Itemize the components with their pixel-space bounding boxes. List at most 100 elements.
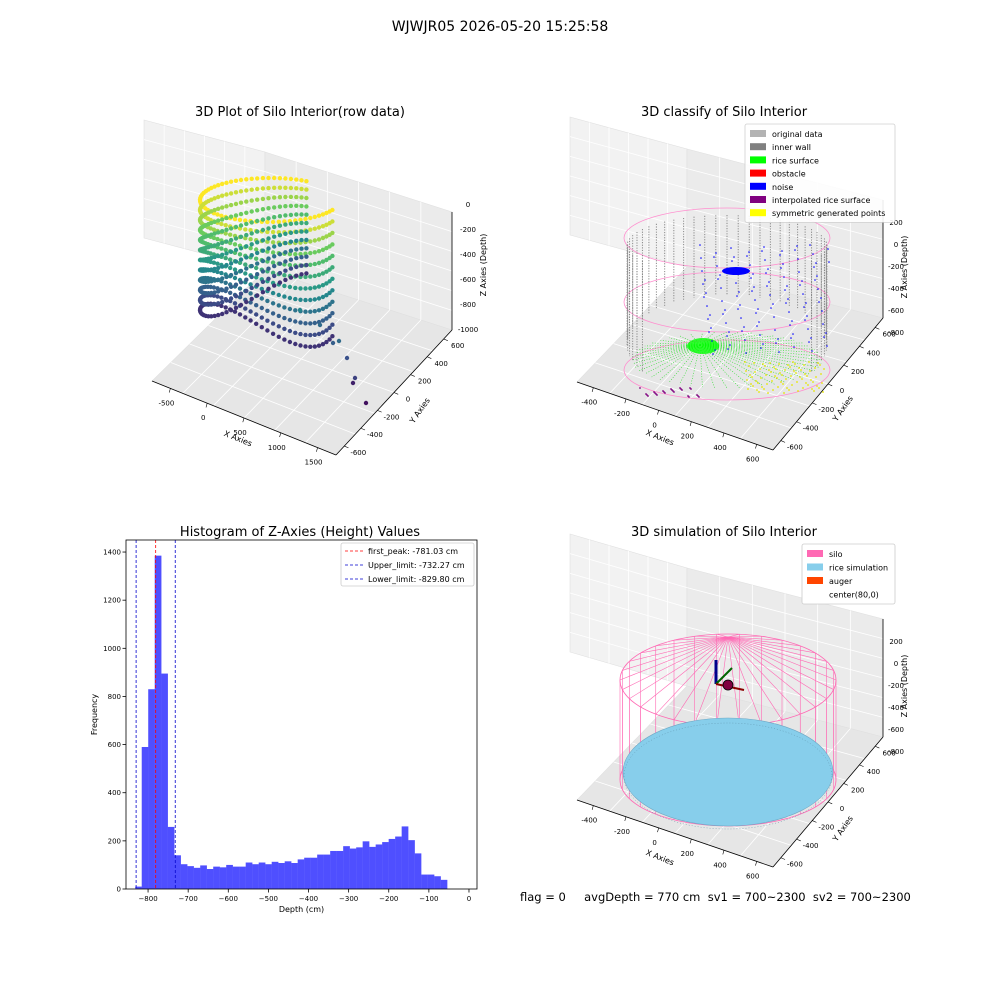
data-point <box>299 229 304 234</box>
noise-point <box>822 323 824 325</box>
data-point <box>288 239 294 244</box>
silo-roof-line <box>694 635 729 638</box>
histogram-bar <box>356 847 363 889</box>
data-point <box>260 175 266 181</box>
data-point <box>209 279 214 284</box>
noise-point <box>720 287 722 289</box>
noise-point <box>703 296 705 298</box>
symmetric-point <box>788 389 790 391</box>
symmetric-point <box>806 375 808 377</box>
data-point <box>303 321 308 326</box>
rice-simulation-mesh <box>623 722 833 830</box>
z-axis-tick-label: -400 <box>888 285 904 293</box>
y-axis-label: Y Axies <box>407 396 432 426</box>
symmetric-point <box>762 363 764 365</box>
x-axis-tick <box>722 850 725 855</box>
histogram-bar <box>213 866 220 889</box>
data-point <box>327 290 332 296</box>
data-point <box>327 244 332 249</box>
data-point <box>270 301 276 306</box>
noise-point <box>745 352 747 354</box>
noise-point <box>781 250 783 252</box>
symmetric-point <box>748 365 750 367</box>
data-point <box>238 280 244 285</box>
rice-surface-spoke <box>635 344 701 368</box>
rice-surface-spoke <box>699 344 815 350</box>
legend-swatch <box>807 550 823 557</box>
x-axis-tick <box>242 417 245 423</box>
histogram-bar <box>271 861 279 889</box>
noise-point <box>714 349 716 351</box>
noise-point <box>762 343 764 345</box>
figure-suptitle: WJWJR05 2026-05-20 15:25:58 <box>392 19 609 35</box>
symmetric-point <box>811 388 813 390</box>
legend-label: rice surface <box>772 156 819 165</box>
silo-roof-line <box>629 636 729 662</box>
data-point <box>277 280 283 285</box>
data-point <box>277 176 283 181</box>
data-point <box>276 324 281 329</box>
data-point <box>223 305 228 310</box>
data-point <box>228 249 234 254</box>
noise-point <box>777 338 779 340</box>
data-point <box>228 191 234 196</box>
symmetric-point <box>759 368 761 370</box>
y-axis-tick-label: -400 <box>803 842 819 850</box>
noise-point <box>761 250 763 252</box>
noise-point <box>813 266 815 268</box>
data-point <box>249 176 254 181</box>
symmetric-point <box>747 388 749 390</box>
data-point <box>224 298 229 303</box>
legend-swatch <box>807 577 823 584</box>
data-point <box>209 197 214 202</box>
data-point <box>233 294 239 299</box>
data-point <box>272 283 277 288</box>
data-point <box>308 309 313 314</box>
noise-point <box>719 274 721 276</box>
data-point <box>336 338 342 344</box>
data-point <box>266 196 271 201</box>
data-point <box>209 232 214 237</box>
y-axis-tick <box>360 427 366 431</box>
data-point <box>244 244 249 249</box>
data-point <box>294 256 299 261</box>
noise-point <box>773 316 775 318</box>
data-point <box>283 277 288 283</box>
data-point <box>312 309 317 314</box>
histogram-bar <box>310 857 318 889</box>
data-point <box>308 286 313 291</box>
data-point <box>237 217 243 223</box>
data-point <box>259 286 264 292</box>
symmetric-point <box>761 386 763 388</box>
data-point <box>270 250 276 255</box>
data-point <box>215 212 220 217</box>
data-point <box>294 212 299 217</box>
data-point <box>288 248 294 253</box>
legend-frame <box>744 123 896 223</box>
data-point <box>272 254 277 259</box>
legend: first_peak: -781.03 cm Upper_limit: -732.… <box>340 542 475 587</box>
data-point <box>312 273 317 279</box>
data-point <box>224 262 229 268</box>
data-point <box>316 213 322 218</box>
data-point <box>233 190 239 195</box>
rice-surface-core <box>687 338 719 354</box>
data-point <box>272 273 277 279</box>
histogram-bar <box>284 861 292 889</box>
legend: original data inner wall rice surface obsta… <box>744 123 896 223</box>
data-point <box>243 227 248 232</box>
data-point <box>249 263 254 269</box>
symmetric-point <box>809 370 811 372</box>
z-axis-tick-label: 200 <box>889 219 902 227</box>
noise-point <box>700 257 702 259</box>
data-point <box>260 207 266 212</box>
data-point <box>316 249 322 254</box>
data-point <box>272 263 277 269</box>
data-point <box>299 237 304 243</box>
data-point <box>219 221 224 227</box>
x-axis-tick <box>624 398 627 404</box>
legend-label: inner wall <box>772 143 811 152</box>
noise-point <box>792 333 794 335</box>
data-point <box>255 240 260 245</box>
data-point <box>248 300 253 305</box>
